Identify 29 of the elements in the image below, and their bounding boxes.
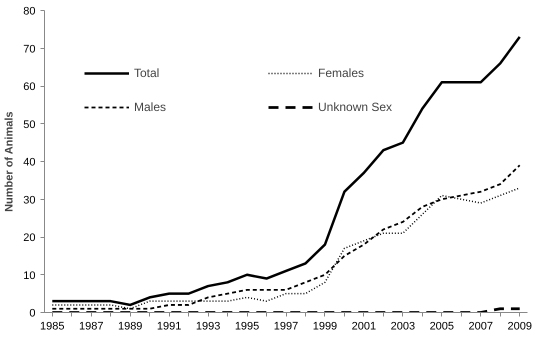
x-tick-label: 1995 [234, 320, 260, 332]
line-series [51, 36, 521, 306]
y-tick-label: 60 [23, 81, 36, 93]
x-tick-label: 1989 [118, 320, 142, 332]
x-tick-label: 2005 [430, 320, 454, 332]
line-series [51, 164, 521, 310]
y-tick-label: 80 [23, 6, 36, 18]
y-tick-label: 70 [23, 43, 36, 56]
x-tick-label: 2001 [352, 320, 376, 332]
legend-label: Males [134, 100, 168, 114]
y-axis-title: Number of Animals [3, 111, 16, 212]
x-tick-label: 1987 [79, 320, 104, 332]
y-tick-label: 40 [23, 156, 36, 168]
legend-label: Total [134, 66, 160, 80]
y-tick-label: 0 [29, 308, 36, 320]
x-tick-label: 2003 [390, 320, 416, 332]
x-tick-label: 1985 [40, 320, 65, 332]
legend-label: Unknown Sex [318, 100, 394, 114]
y-tick-label: 20 [23, 232, 36, 244]
y-tick-label: 10 [23, 270, 36, 282]
x-tick-label: 1999 [312, 320, 338, 332]
x-tick-label: 1991 [156, 320, 182, 332]
x-tick-label: 2009 [507, 320, 532, 332]
x-tick-label: 2007 [468, 320, 494, 332]
x-tick-label: 1993 [196, 320, 220, 332]
y-tick-label: 30 [23, 194, 36, 206]
x-tick-label: 1997 [274, 320, 298, 332]
y-tick-label: 50 [23, 118, 36, 131]
legend-label: Females [318, 66, 366, 80]
